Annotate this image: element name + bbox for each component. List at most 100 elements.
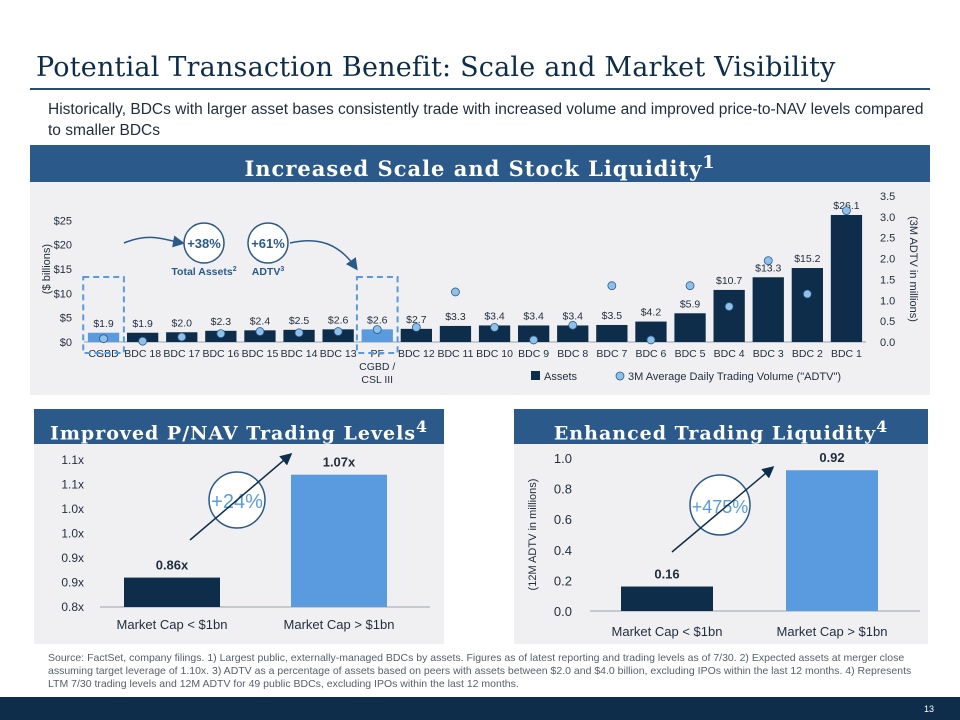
y-tick-label: 0.4 xyxy=(554,543,572,558)
adtv-point xyxy=(646,335,656,345)
y-tick-label: $25 xyxy=(54,215,72,227)
adtv-point xyxy=(607,281,617,291)
x-tick-label: Market Cap > $1bn xyxy=(777,624,888,639)
adtv-point xyxy=(490,322,499,332)
title-divider xyxy=(30,88,930,90)
y-tick-label: $10 xyxy=(54,288,72,300)
adtv-point xyxy=(294,328,304,338)
callout-arrow-right xyxy=(289,239,358,271)
y-tick-label: 0.6 xyxy=(554,512,572,527)
callout-assets-pct: +38% xyxy=(187,236,221,251)
bar-assets xyxy=(478,325,511,342)
callout-adtv-pct: +61% xyxy=(251,236,285,251)
bar xyxy=(291,474,387,607)
bar-assets xyxy=(596,324,628,342)
x-tick-label: PF xyxy=(371,348,384,360)
y2-tick-label: 1.5 xyxy=(880,274,895,286)
adtv-point xyxy=(568,320,578,330)
bar-assets xyxy=(674,313,706,342)
bar-value-label: $3.4 xyxy=(563,310,584,322)
x-tick-label: BDC 14 xyxy=(281,348,318,360)
bar-value-label: $1.9 xyxy=(132,318,153,330)
adtv-point xyxy=(763,256,773,266)
y-tick-label: 1.1x xyxy=(61,478,84,492)
adtv-point xyxy=(216,329,226,339)
bar-value-label: $26.1 xyxy=(833,200,859,212)
footer-bar xyxy=(0,697,960,720)
x-tick-label: CGBD xyxy=(88,348,119,360)
bar-assets xyxy=(791,268,823,342)
x-tick-label: BDC 15 xyxy=(242,348,279,360)
bar-assets xyxy=(244,330,276,342)
highlight-box xyxy=(82,276,125,354)
bar-assets xyxy=(830,214,863,342)
adtv-point xyxy=(724,302,734,311)
x-tick-label: CSL III xyxy=(361,374,393,386)
y2-tick-label: 2.5 xyxy=(880,233,895,245)
section-header-liquidity: Enhanced Trading Liquidity4 xyxy=(514,409,928,444)
adtv-point xyxy=(411,322,421,332)
x-tick-label: BDC 16 xyxy=(202,348,239,360)
callout-arrow-left xyxy=(123,235,185,248)
adtv-point xyxy=(372,325,382,334)
y2-tick-label: 2.0 xyxy=(880,254,895,266)
callout-assets-label-text: Total Assets xyxy=(171,266,232,278)
adtv-point xyxy=(802,289,812,299)
legend-swatch-adtv xyxy=(615,371,625,381)
page-number: 13 xyxy=(924,704,935,714)
bar-value-label: $4.2 xyxy=(641,307,662,319)
bar-assets xyxy=(361,329,393,342)
y2-tick-label: 1.0 xyxy=(880,295,895,307)
bar-assets xyxy=(439,325,472,342)
bar-assets xyxy=(752,277,784,342)
y-tick-label: 0.8x xyxy=(61,600,84,614)
legend-label-assets: Assets xyxy=(544,371,578,383)
y-tick-label: $5 xyxy=(60,313,72,325)
y-tick-label: $15 xyxy=(54,264,72,276)
adtv-point xyxy=(177,332,187,342)
legend-swatch-assets xyxy=(531,371,540,380)
highlight-box xyxy=(355,276,399,354)
y-axis-label: ($ billions) xyxy=(41,244,53,294)
bar-value-label: $3.3 xyxy=(445,311,466,323)
y-tick-label: $0 xyxy=(60,337,72,349)
x-tick-label: BDC 6 xyxy=(635,348,666,360)
x-tick-label: BDC 12 xyxy=(398,348,435,360)
bar-value-label: $2.3 xyxy=(211,316,232,328)
callout-assets: +38% Total Assets2 xyxy=(171,222,237,278)
bar-value-label: 1.07x xyxy=(323,455,356,470)
x-tick-label: BDC 1 xyxy=(831,348,862,360)
x-tick-label: BDC 9 xyxy=(518,348,549,360)
y-tick-label: 1.0x xyxy=(61,527,84,541)
x-tick-label: BDC 13 xyxy=(320,348,357,360)
x-tick-label: Market Cap < $1bn xyxy=(612,624,723,639)
bar-value-label: $2.6 xyxy=(367,314,388,326)
y-axis-label: (12M ADTV in millions) xyxy=(527,479,539,591)
y2-tick-label: 3.0 xyxy=(880,212,895,224)
y-tick-label: 0.9x xyxy=(61,576,84,590)
adtv-point xyxy=(138,336,148,346)
bar xyxy=(786,470,878,611)
page-subtitle: Historically, BDCs with larger asset bas… xyxy=(48,101,924,139)
section-header-scale-text: Increased Scale and Stock Liquidity xyxy=(244,156,703,181)
bar-value-label: $13.3 xyxy=(755,262,781,274)
bar-value-label: $3.5 xyxy=(602,310,623,322)
section-header-scale: Increased Scale and Stock Liquidity1 xyxy=(30,145,930,182)
x-tick-label: BDC 4 xyxy=(714,348,745,360)
adtv-point xyxy=(333,327,343,336)
section-header-liquidity-sup: 4 xyxy=(876,417,889,436)
bar-value-label: $1.9 xyxy=(93,318,114,330)
x-tick-label: Market Cap < $1bn xyxy=(117,617,228,632)
bar-assets xyxy=(635,321,667,342)
section-header-pnav-text: Improved P/NAV Trading Levels xyxy=(49,422,417,445)
bar-assets xyxy=(713,289,745,342)
y-tick-label: 0.9x xyxy=(61,551,84,565)
x-tick-label: BDC 17 xyxy=(163,348,200,360)
adtv-point xyxy=(99,334,108,344)
bar-value-label: 0.86x xyxy=(156,558,189,573)
x-tick-label: BDC 5 xyxy=(675,348,706,360)
bar xyxy=(621,586,713,611)
bar-value-label: 0.92 xyxy=(819,450,844,465)
x-tick-label: Market Cap > $1bn xyxy=(284,617,395,632)
